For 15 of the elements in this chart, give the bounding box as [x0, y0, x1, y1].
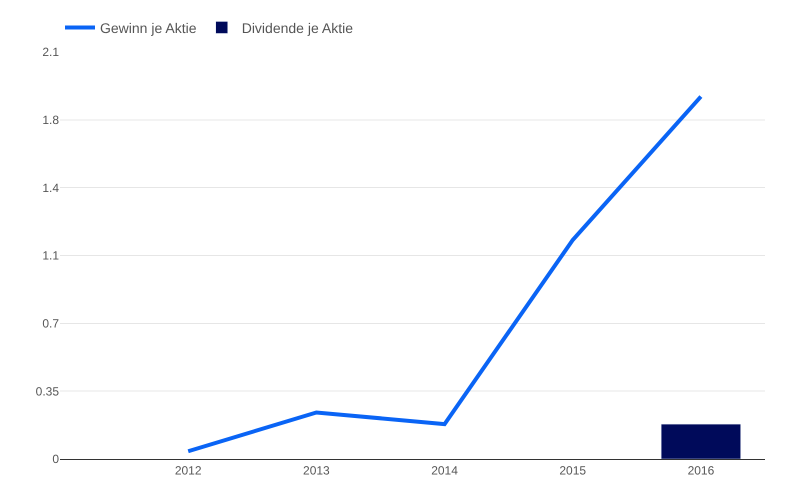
legend-label: Dividende je Aktie [242, 20, 354, 36]
y-tick-label: 0 [52, 452, 60, 466]
x-tick-label: 2016 [688, 463, 715, 478]
legend-label: Gewinn je Aktie [100, 20, 197, 36]
y-tick-label: 1.8 [42, 113, 60, 128]
x-tick-label: 2013 [303, 463, 330, 478]
y-tick-label: 0.35 [36, 384, 60, 398]
y-tick-label: 1.4 [42, 180, 60, 195]
y-tick-label: 1.1 [42, 248, 60, 263]
y-tick-label: 2.1 [42, 45, 60, 60]
x-tick-label: 2014 [431, 463, 458, 478]
x-tick-label: 2015 [559, 463, 586, 478]
y-tick-label: 0.7 [42, 316, 60, 331]
x-tick-label: 2012 [174, 463, 202, 478]
line-series [186, 94, 703, 454]
